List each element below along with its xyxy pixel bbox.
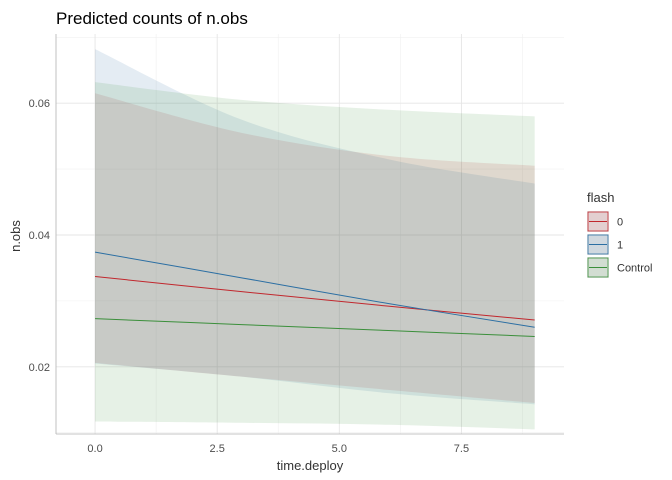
y-axis-title: n.obs [8, 220, 23, 252]
confidence-ribbons [95, 49, 535, 430]
series-line-control [95, 318, 535, 337]
legend-title: flash [587, 190, 614, 205]
legend: flash 0 1 Control [587, 190, 652, 278]
y-tick-label: 0.04 [29, 230, 50, 242]
x-tick-label: 0.0 [87, 443, 102, 455]
series-line-1 [94, 251, 535, 328]
tick-labels: 0.0 2.5 5.0 7.5 0.02 0.04 0.06 [29, 98, 469, 455]
ci-ribbon-1 [95, 49, 535, 405]
legend-item-control: Control [587, 257, 652, 278]
prediction-lines [94, 251, 535, 337]
y-tick-label: 0.02 [29, 362, 50, 374]
axes [55, 34, 564, 435]
x-tick-label: 5.0 [332, 443, 347, 455]
legend-label: 1 [617, 240, 623, 252]
chart-title: Predicted counts of n.obs [56, 9, 248, 28]
legend-label: 0 [617, 217, 623, 229]
legend-item-1: 1 [587, 234, 623, 255]
x-axis-title: time.deploy [277, 458, 344, 473]
ci-ribbon-0 [95, 93, 535, 404]
ci-ribbon-control [95, 82, 535, 430]
x-tick-label: 7.5 [454, 443, 469, 455]
series-line-0 [95, 276, 535, 321]
x-tick-label: 2.5 [210, 443, 225, 455]
legend-items: 0 1 Control [587, 211, 652, 278]
legend-label: Control [617, 263, 652, 275]
gridlines [56, 34, 564, 434]
legend-item-0: 0 [587, 211, 623, 232]
y-tick-label: 0.06 [29, 98, 50, 110]
